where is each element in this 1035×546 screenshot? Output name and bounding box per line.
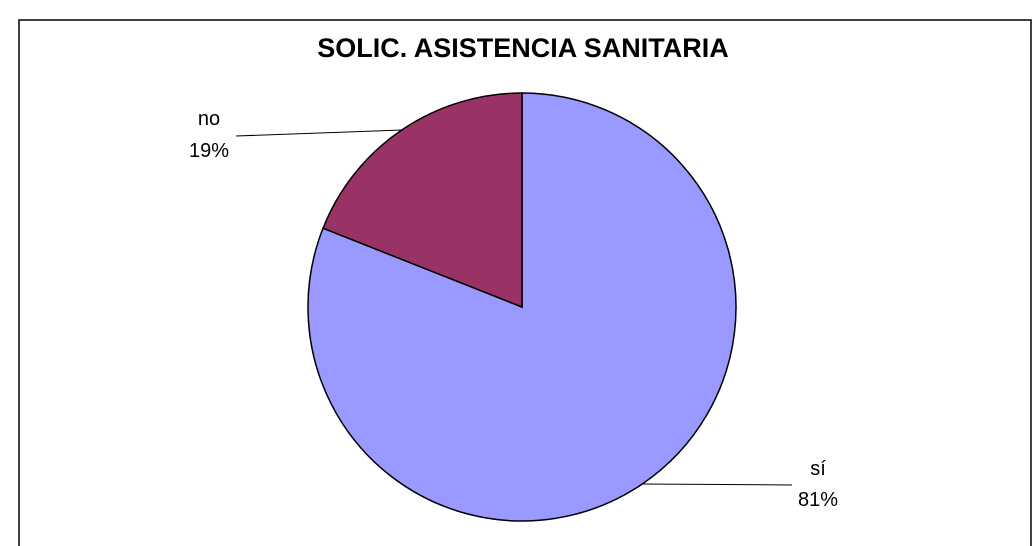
leader-lines [235, 129, 793, 486]
slice-label-no-percent: 19% [189, 140, 229, 162]
slice-label-no-name: no [198, 108, 220, 130]
pie-slices [307, 92, 737, 522]
leader-line-si [642, 483, 793, 486]
slice-label-si-name: sí [810, 458, 826, 480]
pie-slice-no [322, 92, 523, 309]
chart-title: SOLIC. ASISTENCIA SANITARIA [317, 33, 729, 63]
slice-label-si-percent: 81% [798, 489, 838, 511]
leader-line-no [235, 129, 402, 137]
